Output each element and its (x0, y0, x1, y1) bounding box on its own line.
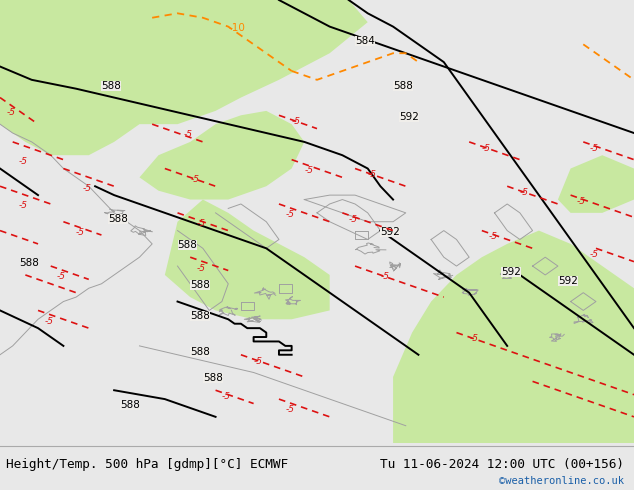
Text: 588: 588 (203, 373, 223, 383)
Polygon shape (139, 111, 304, 199)
Text: -5: -5 (57, 272, 66, 281)
Text: -5: -5 (76, 228, 85, 237)
Text: 588: 588 (19, 258, 39, 268)
Text: 588: 588 (190, 347, 210, 357)
Text: -5: -5 (469, 335, 478, 343)
Text: -5: -5 (19, 157, 28, 166)
Polygon shape (0, 0, 368, 155)
Text: -5: -5 (19, 201, 28, 210)
Text: 588: 588 (178, 240, 197, 250)
Text: 588: 588 (190, 280, 210, 290)
Text: 592: 592 (399, 112, 419, 122)
Text: ©weatheronline.co.uk: ©weatheronline.co.uk (500, 476, 624, 486)
Text: -5: -5 (590, 144, 598, 153)
Text: -5: -5 (184, 130, 193, 140)
Text: -5: -5 (380, 272, 389, 281)
Text: -5: -5 (368, 171, 377, 179)
Text: 588: 588 (101, 81, 121, 91)
Text: -5: -5 (304, 166, 313, 175)
Text: -5: -5 (197, 264, 205, 272)
Text: -5: -5 (349, 215, 358, 224)
Polygon shape (393, 231, 634, 443)
Text: 592: 592 (558, 276, 578, 286)
Text: -5: -5 (520, 188, 529, 197)
Text: -10: -10 (228, 23, 245, 33)
Text: -5: -5 (190, 175, 199, 184)
Text: -5: -5 (285, 210, 294, 220)
Text: -5: -5 (590, 250, 598, 259)
Text: 588: 588 (393, 81, 413, 91)
Text: 584: 584 (355, 36, 375, 47)
Text: -5: -5 (44, 317, 53, 326)
Text: -5: -5 (6, 108, 15, 117)
Text: -5: -5 (285, 405, 294, 415)
Text: 588: 588 (120, 400, 140, 410)
Text: -5: -5 (197, 219, 205, 228)
Text: -5: -5 (577, 197, 586, 206)
Text: Height/Temp. 500 hPa [gdmp][°C] ECMWF: Height/Temp. 500 hPa [gdmp][°C] ECMWF (6, 458, 288, 471)
Text: -5: -5 (82, 184, 91, 193)
Text: -5: -5 (254, 357, 262, 366)
Text: Tu 11-06-2024 12:00 UTC (00+156): Tu 11-06-2024 12:00 UTC (00+156) (380, 458, 624, 471)
Polygon shape (558, 155, 634, 213)
Text: 588: 588 (190, 311, 210, 321)
Text: -5: -5 (222, 392, 231, 401)
Text: 592: 592 (501, 267, 521, 277)
Text: -5: -5 (488, 232, 497, 242)
Text: 592: 592 (380, 227, 400, 237)
Polygon shape (165, 199, 330, 319)
Text: -5: -5 (292, 117, 301, 126)
Text: -5: -5 (482, 144, 491, 153)
Text: 588: 588 (108, 214, 127, 224)
